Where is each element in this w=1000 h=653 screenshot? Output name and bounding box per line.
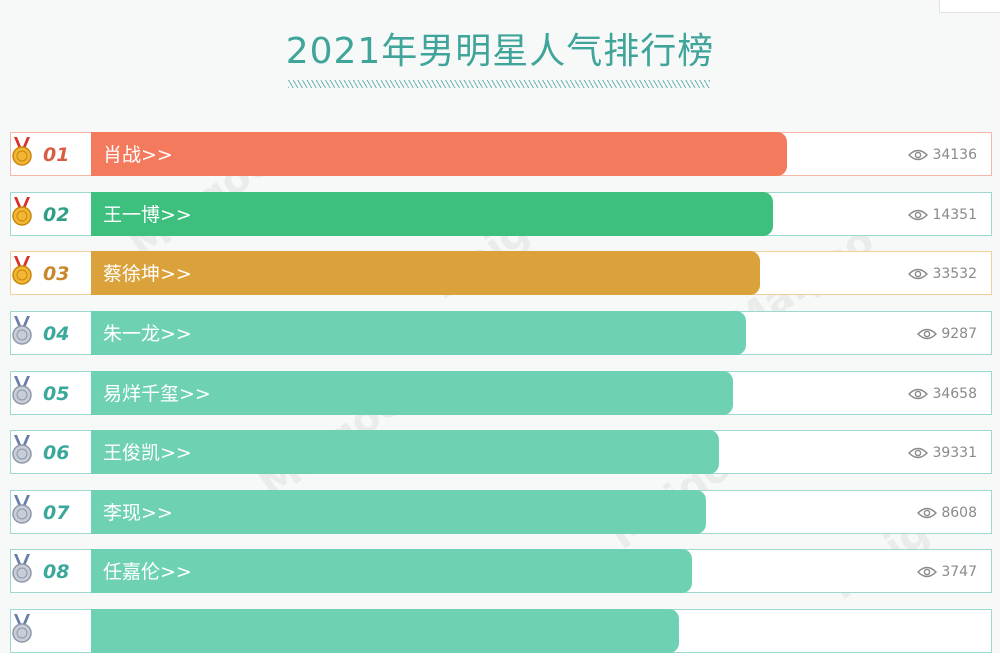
view-count: 3747 (917, 550, 977, 594)
medal-icon (12, 137, 32, 166)
ranking-row[interactable]: 06 王俊凯>> 39331 (10, 430, 992, 474)
rank-number: 07 (43, 502, 70, 524)
ranking-row[interactable]: 04 朱一龙>> 9287 (10, 311, 992, 355)
title-underline (288, 80, 710, 88)
popularity-bar (91, 251, 760, 295)
ranking-row[interactable]: 08 任嘉伦>> 3747 (10, 549, 992, 593)
view-count: 33532 (908, 252, 977, 296)
star-name-link[interactable]: 王俊凯>> (103, 442, 192, 464)
eye-icon (908, 149, 929, 161)
star-name-link[interactable]: 肖战>> (103, 144, 173, 166)
medal-icon (12, 316, 32, 345)
eye-icon (917, 507, 938, 519)
popularity-bar (91, 192, 773, 236)
ranking-row[interactable] (10, 609, 992, 653)
rank-number: 01 (43, 144, 70, 166)
view-count: 9287 (917, 312, 977, 356)
rank-number: 08 (43, 561, 70, 583)
medal-icon (12, 495, 32, 524)
rank-number: 05 (43, 383, 70, 405)
medal-icon (12, 256, 32, 285)
view-count-number: 39331 (932, 445, 977, 461)
ranking-row[interactable]: 01 肖战>> 34136 (10, 132, 992, 176)
view-count-number: 34658 (932, 386, 977, 402)
popularity-bar (91, 132, 787, 176)
eye-icon (908, 447, 929, 459)
popularity-bar (91, 490, 706, 534)
popularity-bar (91, 549, 692, 593)
view-count: 8608 (917, 491, 977, 535)
star-name-link[interactable]: 易烊千玺>> (103, 383, 211, 405)
view-count-number: 8608 (941, 505, 977, 521)
popularity-bar (91, 430, 719, 474)
rank-number: 02 (43, 204, 70, 226)
eye-icon (908, 388, 929, 400)
medal-icon (12, 435, 32, 464)
view-count: 34136 (908, 133, 977, 177)
medal-icon (12, 376, 32, 405)
view-count-number: 33532 (932, 266, 977, 282)
popularity-bar (91, 371, 733, 415)
medal-icon (12, 614, 32, 643)
star-name-link[interactable]: 李现>> (103, 502, 173, 524)
rank-number: 04 (43, 323, 70, 345)
popularity-bar (91, 311, 746, 355)
rank-number: 06 (43, 442, 70, 464)
eye-icon (917, 328, 938, 340)
ranking-row[interactable]: 02 王一博>> 14351 (10, 192, 992, 236)
star-name-link[interactable]: 蔡徐坤>> (103, 263, 192, 285)
view-count: 39331 (908, 431, 977, 475)
medal-icon (12, 554, 32, 583)
view-count-number: 3747 (941, 564, 977, 580)
star-name-link[interactable]: 任嘉伦>> (103, 561, 192, 583)
ranking-row[interactable]: 07 李现>> 8608 (10, 490, 992, 534)
page-title: 2021年男明星人气排行榜 (285, 31, 715, 72)
view-count-number: 14351 (932, 207, 977, 223)
corner-box (939, 0, 1000, 13)
view-count: 34658 (908, 372, 977, 416)
ranking-row[interactable]: 05 易烊千玺>> 34658 (10, 371, 992, 415)
eye-icon (908, 209, 929, 221)
star-name-link[interactable]: 朱一龙>> (103, 323, 192, 345)
eye-icon (908, 268, 929, 280)
eye-icon (917, 566, 938, 578)
rank-number: 03 (43, 263, 70, 285)
star-name-link[interactable]: 王一博>> (103, 204, 192, 226)
popularity-bar (91, 609, 679, 653)
medal-icon (12, 197, 32, 226)
ranking-row[interactable]: 03 蔡徐坤>> 33532 (10, 251, 992, 295)
view-count-number: 34136 (932, 147, 977, 163)
view-count: 14351 (908, 193, 977, 237)
view-count-number: 9287 (941, 326, 977, 342)
